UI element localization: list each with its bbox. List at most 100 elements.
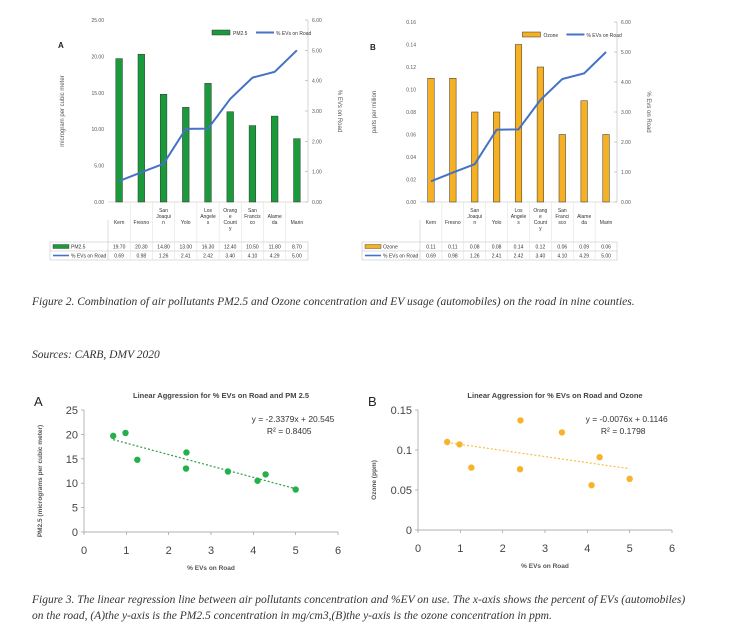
table-row-label: Ozone [383, 245, 398, 251]
x-tick-label: 3 [542, 543, 548, 555]
data-point-8 [626, 475, 633, 482]
chart-a-bar-line: A 0.00 5.00 10.00 15.00 20.00 25.00 0.00 1.00 2.0… [49, 18, 651, 261]
legend-bar-label: Ozone [543, 33, 558, 39]
data-point-8 [292, 486, 299, 493]
table-cell: 3.40 [536, 254, 546, 260]
bar-1 [449, 78, 457, 203]
y-tick-label: 15 [66, 454, 78, 466]
y2-tick-label: 1.00 [312, 170, 322, 176]
table-cell: 0.98 [448, 254, 458, 260]
trend-r2: R² = 0.1798 [601, 426, 646, 436]
category-label: Orang e Count y [223, 208, 237, 232]
x-tick-label: 1 [123, 545, 129, 557]
category-label: Kern [426, 220, 437, 226]
table-cell: 5.00 [601, 254, 611, 260]
x-tick-label: 2 [166, 545, 172, 557]
table-cell: 1.26 [159, 254, 169, 260]
y-axis-label: parts per million [372, 91, 378, 133]
table-bar-swatch [52, 244, 70, 249]
table-cell: 4.29 [270, 254, 280, 260]
bar-5 [536, 66, 544, 203]
bar-7 [580, 100, 588, 203]
data-point-4 [517, 417, 524, 424]
bar-6 [248, 125, 257, 203]
y-tick-label: 0.05 [391, 485, 412, 497]
x-tick-label: 6 [669, 543, 675, 555]
y2-tick-label: 2.00 [312, 139, 322, 145]
x-tick-label: 3 [208, 545, 214, 557]
category-label: Los Angele s [511, 208, 527, 226]
table-bar-swatch [364, 244, 382, 249]
x-tick-label: 4 [250, 545, 256, 557]
y2-tick-label: 5.00 [621, 50, 631, 56]
table-row-label: % EVs on Road [383, 254, 419, 260]
table-cell: 0.08 [470, 245, 480, 251]
x-tick-label: 0 [415, 543, 421, 555]
ev-line [430, 51, 607, 183]
data-point-5 [224, 468, 232, 475]
bar-7 [271, 115, 279, 203]
bar-6 [558, 134, 566, 203]
table-cell: 2.42 [203, 254, 213, 260]
y-tick-label: 20 [66, 429, 78, 441]
y-tick-label: 0.04 [406, 155, 416, 161]
table-cell: 12.40 [224, 245, 237, 251]
chart-title: Linear Aggression for % EVs on Road and … [133, 391, 309, 400]
bar-8 [602, 134, 610, 203]
chart-title: Linear Aggression for % EVs on Road and … [467, 391, 642, 400]
y-tick-label: 0.02 [406, 178, 416, 184]
bar-0 [115, 58, 123, 203]
category-label: Marin [291, 220, 304, 226]
y-tick-label: 10 [66, 478, 78, 490]
bar-5 [226, 111, 234, 203]
table-cell: 16.30 [202, 245, 215, 251]
table-cell: 2.42 [514, 254, 524, 260]
y2-tick-label: 3.00 [621, 110, 631, 116]
figure3-caption: Figure 3. The linear regression line bet… [32, 594, 686, 622]
y-tick-label: 0.1 [397, 445, 412, 457]
table-cell: 11.80 [269, 245, 281, 251]
data-point-2 [468, 464, 475, 471]
y-tick-label: 0.15 [391, 405, 412, 417]
table-cell: 0.11 [448, 245, 458, 251]
table-cell: 2.41 [181, 254, 191, 260]
table-cell: 0.11 [426, 245, 436, 251]
data-point-6 [254, 477, 261, 484]
x-tick-label: 5 [293, 545, 299, 557]
panel-label: B [370, 43, 376, 52]
y2-tick-label: 6.00 [621, 20, 631, 26]
trend-equation: y = -0.0076x + 0.1146 [586, 414, 668, 424]
bar-1 [137, 53, 145, 203]
table-cell: 4.10 [248, 254, 258, 260]
data-point-0 [110, 432, 117, 440]
chartA-group: A 0.00 5.00 10.00 15.00 20.00 25.00 0.00 1.00 2.0… [49, 18, 342, 261]
table-cell: 0.06 [601, 245, 611, 251]
bar-0 [427, 78, 435, 203]
panel-label: B [368, 394, 377, 409]
table-cell: 4.10 [557, 254, 567, 260]
y-tick-label: 5 [72, 503, 78, 515]
table-cell: 13.00 [180, 245, 193, 251]
legend-bar-swatch [211, 29, 231, 36]
data-point-3 [182, 465, 190, 472]
bar-4 [514, 44, 523, 203]
table-cell: 14.80 [157, 245, 170, 251]
x-tick-label: 1 [457, 543, 463, 555]
data-point-5 [558, 429, 566, 436]
table-cell: 1.26 [470, 254, 480, 260]
table-cell: 0.12 [536, 245, 546, 251]
category-label: Fresno [445, 220, 461, 226]
trend-r2: R² = 0.8405 [267, 426, 312, 436]
x-tick-label: 0 [81, 545, 87, 557]
bar-4 [204, 83, 212, 203]
y2-tick-label: 0.00 [621, 200, 631, 206]
legend-bar-label: PM2.5 [233, 31, 248, 37]
category-label: Yolo [181, 220, 191, 226]
category-label: Yolo [492, 220, 502, 226]
table-cell: 0.08 [492, 245, 502, 251]
table-cell: 3.40 [225, 254, 235, 260]
bar-3 [182, 107, 190, 203]
table-cell: 0.09 [579, 245, 589, 251]
